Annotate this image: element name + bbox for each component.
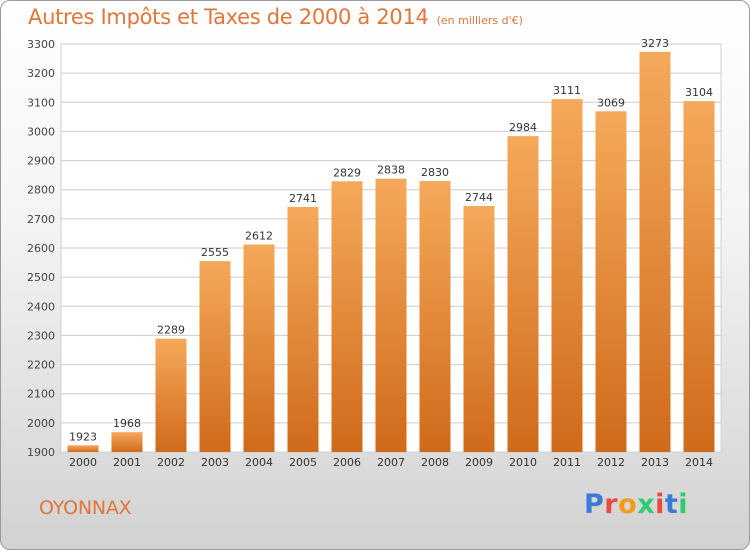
data-label: 2741 [289,192,317,205]
y-tick-label: 2000 [27,417,55,430]
y-tick-label: 2400 [27,300,55,313]
logo-letter: i [655,489,665,520]
y-tick-label: 2600 [27,242,55,255]
bar [155,338,187,452]
y-tick-label: 2700 [27,213,55,226]
x-tick-label: 2004 [245,456,273,469]
y-tick-label: 2300 [27,329,55,342]
data-label: 1923 [69,430,97,443]
bar [243,244,275,452]
data-label: 2289 [157,324,185,337]
x-tick-label: 2005 [289,456,317,469]
data-label: 3111 [553,84,581,97]
bar [683,101,715,453]
location-label: OYONNAX [39,497,132,519]
y-tick-label: 3100 [27,96,55,109]
data-label: 3104 [685,86,713,99]
data-label: 2612 [245,230,273,243]
title-text: Autres Impôts et Taxes de 2000 à 2014 [28,5,429,29]
x-tick-label: 2011 [553,456,581,469]
data-label: 3273 [641,37,669,50]
y-tick-label: 2800 [27,184,55,197]
y-tick-label: 2100 [27,388,55,401]
bar [199,261,231,452]
bar [595,111,627,452]
bar [287,206,319,452]
y-tick-label: 3000 [27,125,55,138]
y-axis-ticks: 1900 2000 2100 2200 2300 2400 2500 2600 2700 2800… [27,38,55,459]
data-label: 2829 [333,166,361,179]
x-tick-label: 2002 [157,456,185,469]
bar [67,445,99,452]
x-tick-label: 2001 [113,456,141,469]
x-tick-label: 2014 [685,456,713,469]
bars [67,51,715,453]
data-label: 2555 [201,246,229,259]
logo-letter: o [618,489,638,520]
data-label: 2830 [421,166,449,179]
logo-letter: t [664,489,679,520]
x-tick-label: 2000 [69,456,97,469]
x-tick-label: 2007 [377,456,405,469]
title-unit: (en milliers d'€) [436,14,523,27]
x-axis-ticks: 2000 2001 2002 2003 2004 2005 2006 2007 2008 2009… [69,456,713,469]
data-label: 2744 [465,191,493,204]
x-tick-label: 2010 [509,456,537,469]
x-tick-label: 2003 [201,456,229,469]
y-tick-label: 2200 [27,359,55,372]
logo-letter: x [637,489,656,520]
logo-letter: P [584,489,605,520]
data-labels: 1923 1968 2289 2555 2612 2741 2829 2838 2830 2744… [69,37,713,443]
data-label: 1968 [113,417,141,430]
y-tick-label: 2900 [27,155,55,168]
proxiti-logo: Proxiti [584,489,688,520]
x-tick-label: 2006 [333,456,361,469]
y-tick-label: 3300 [27,38,55,51]
bar [419,180,451,452]
bar [507,136,539,452]
bar [463,206,495,452]
bar [111,432,143,452]
bar [551,99,583,452]
y-tick-label: 1900 [27,446,55,459]
y-tick-label: 3200 [27,67,55,80]
logo-letter: i [678,489,689,520]
bar [375,178,407,452]
x-tick-label: 2013 [641,456,669,469]
logo-letter: r [604,489,619,520]
x-tick-label: 2012 [597,456,625,469]
y-tick-label: 2500 [27,271,55,284]
bar [639,51,671,453]
x-tick-label: 2009 [465,456,493,469]
data-label: 2838 [377,164,405,177]
chart-title: Autres Impôts et Taxes de 2000 à 2014 (en… [28,5,523,29]
data-label: 3069 [597,96,625,109]
x-tick-label: 2008 [421,456,449,469]
data-label: 2984 [509,121,537,134]
bar [331,181,363,452]
